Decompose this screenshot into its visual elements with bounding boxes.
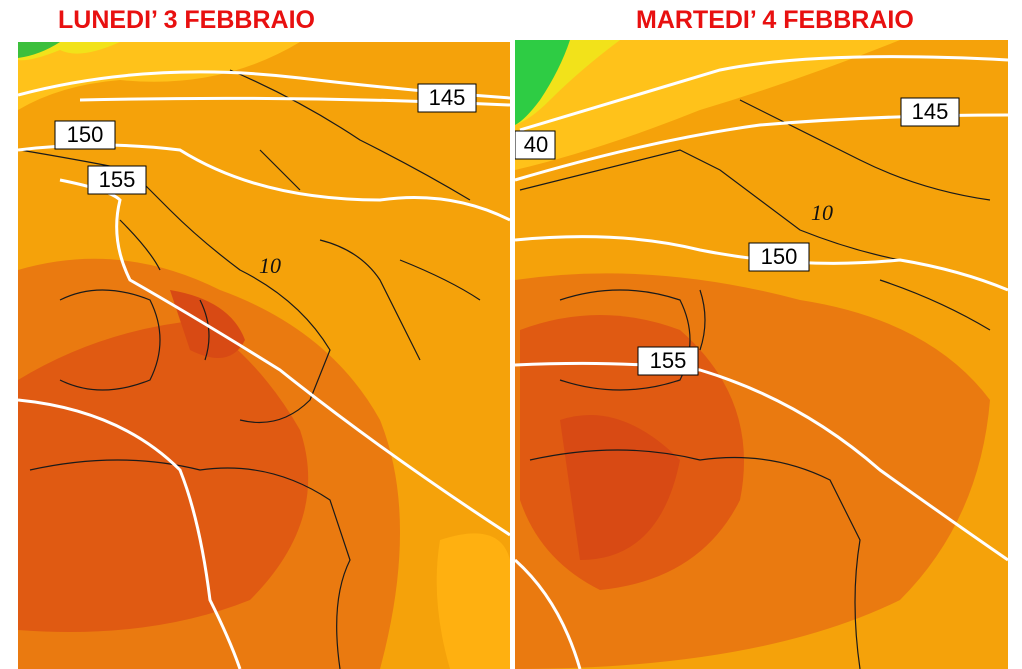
right-map: 145 40 10 150 155 [515,40,1008,669]
contour-label: 145 [429,85,466,110]
contour-label: 150 [67,122,104,147]
panel-title: MARTEDI’ 4 FEBBRAIO [636,6,914,34]
isotherm-label: 10 [259,253,281,278]
divider [510,0,515,669]
contour-label-box [87,165,147,195]
contour-label: 40 [524,132,548,157]
contour-label-box [900,97,960,127]
contour-label-box [417,83,477,113]
left-map: 145 150 155 10 [18,42,510,669]
contour-label: 150 [761,244,798,269]
contour-label-box [748,242,810,272]
contour-label: 155 [99,167,136,192]
contour-label-box [515,130,556,160]
contour-label: 145 [912,99,949,124]
contour-label-box [54,120,116,150]
isotherm-label: 10 [811,200,833,225]
contour-label-box [637,346,699,376]
panel-title: LUNEDI’ 3 FEBBRAIO [58,6,315,34]
contour-label: 155 [650,348,687,373]
